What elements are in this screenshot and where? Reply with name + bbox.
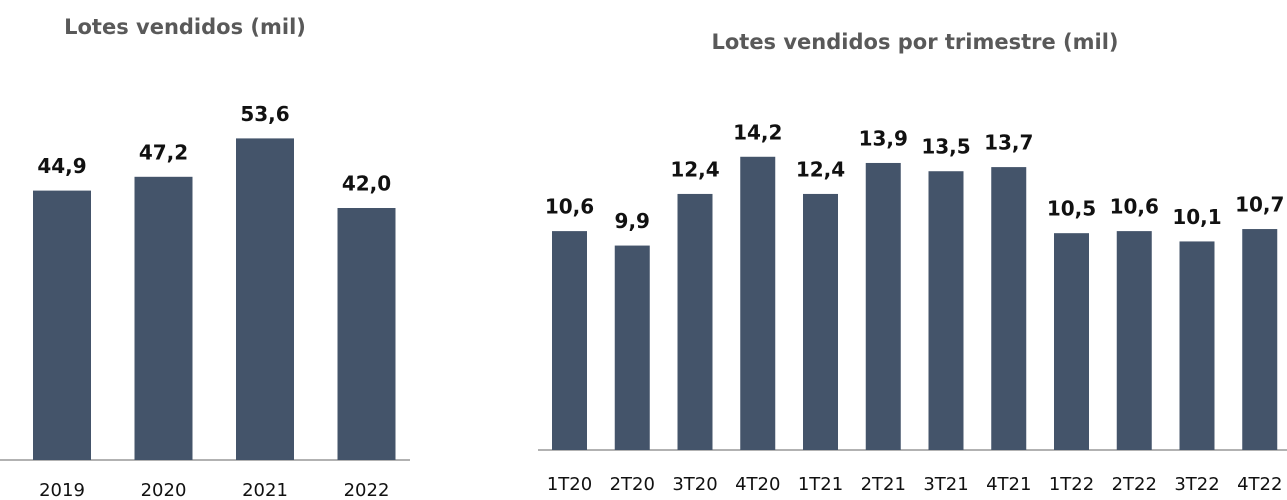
bar: [865, 162, 901, 450]
x-tick-label: 4T21: [986, 474, 1031, 495]
bar: [552, 231, 587, 450]
x-tick-label: 2021: [242, 480, 288, 500]
bar: [740, 156, 776, 450]
data-label: 13,9: [859, 126, 908, 150]
x-tick-label: 2020: [141, 480, 187, 500]
bar: [1054, 233, 1089, 450]
x-tick-label: 3T22: [1174, 474, 1219, 495]
data-label: 14,2: [733, 120, 782, 144]
data-label: 10,1: [1172, 205, 1221, 229]
bar: [1116, 231, 1152, 450]
x-tick-label: 2019: [39, 480, 85, 500]
x-tick-label: 4T22: [1237, 474, 1282, 495]
bar: [236, 138, 294, 460]
bar: [1242, 229, 1278, 450]
data-label: 10,6: [1110, 195, 1159, 219]
data-label: 10,5: [1047, 197, 1096, 221]
x-tick-label: 3T21: [923, 474, 968, 495]
data-label: 9,9: [615, 209, 650, 233]
x-tick-label: 4T20: [735, 474, 780, 495]
chart-title: Lotes vendidos por trimestre (mil): [711, 30, 1118, 54]
bar: [803, 193, 838, 450]
data-label: 13,5: [921, 135, 970, 159]
data-label: 42,0: [342, 172, 391, 196]
bar: [1179, 241, 1215, 450]
bar: [991, 167, 1027, 450]
bar: [614, 245, 650, 450]
x-tick-label: 1T21: [798, 474, 843, 495]
data-label: 44,9: [37, 154, 86, 178]
bar: [134, 176, 193, 461]
x-tick-label: 2022: [344, 480, 390, 500]
data-label: 53,6: [240, 102, 289, 126]
data-label: 10,6: [545, 195, 594, 219]
bar: [337, 208, 396, 460]
x-tick-label: 1T22: [1049, 474, 1094, 495]
data-label: 12,4: [796, 157, 845, 181]
bar: [677, 193, 713, 450]
x-tick-label: 2T22: [1112, 474, 1157, 495]
x-tick-label: 3T20: [672, 474, 717, 495]
data-label: 12,4: [670, 157, 719, 181]
data-label: 10,7: [1235, 193, 1284, 217]
bar: [928, 171, 964, 450]
bar: [33, 190, 91, 460]
x-tick-label: 2T20: [610, 474, 655, 495]
x-tick-label: 2T21: [861, 474, 906, 495]
data-label: 47,2: [139, 140, 188, 164]
chart-title: Lotes vendidos (mil): [64, 15, 306, 39]
data-label: 13,7: [984, 131, 1033, 155]
x-tick-label: 1T20: [547, 474, 592, 495]
